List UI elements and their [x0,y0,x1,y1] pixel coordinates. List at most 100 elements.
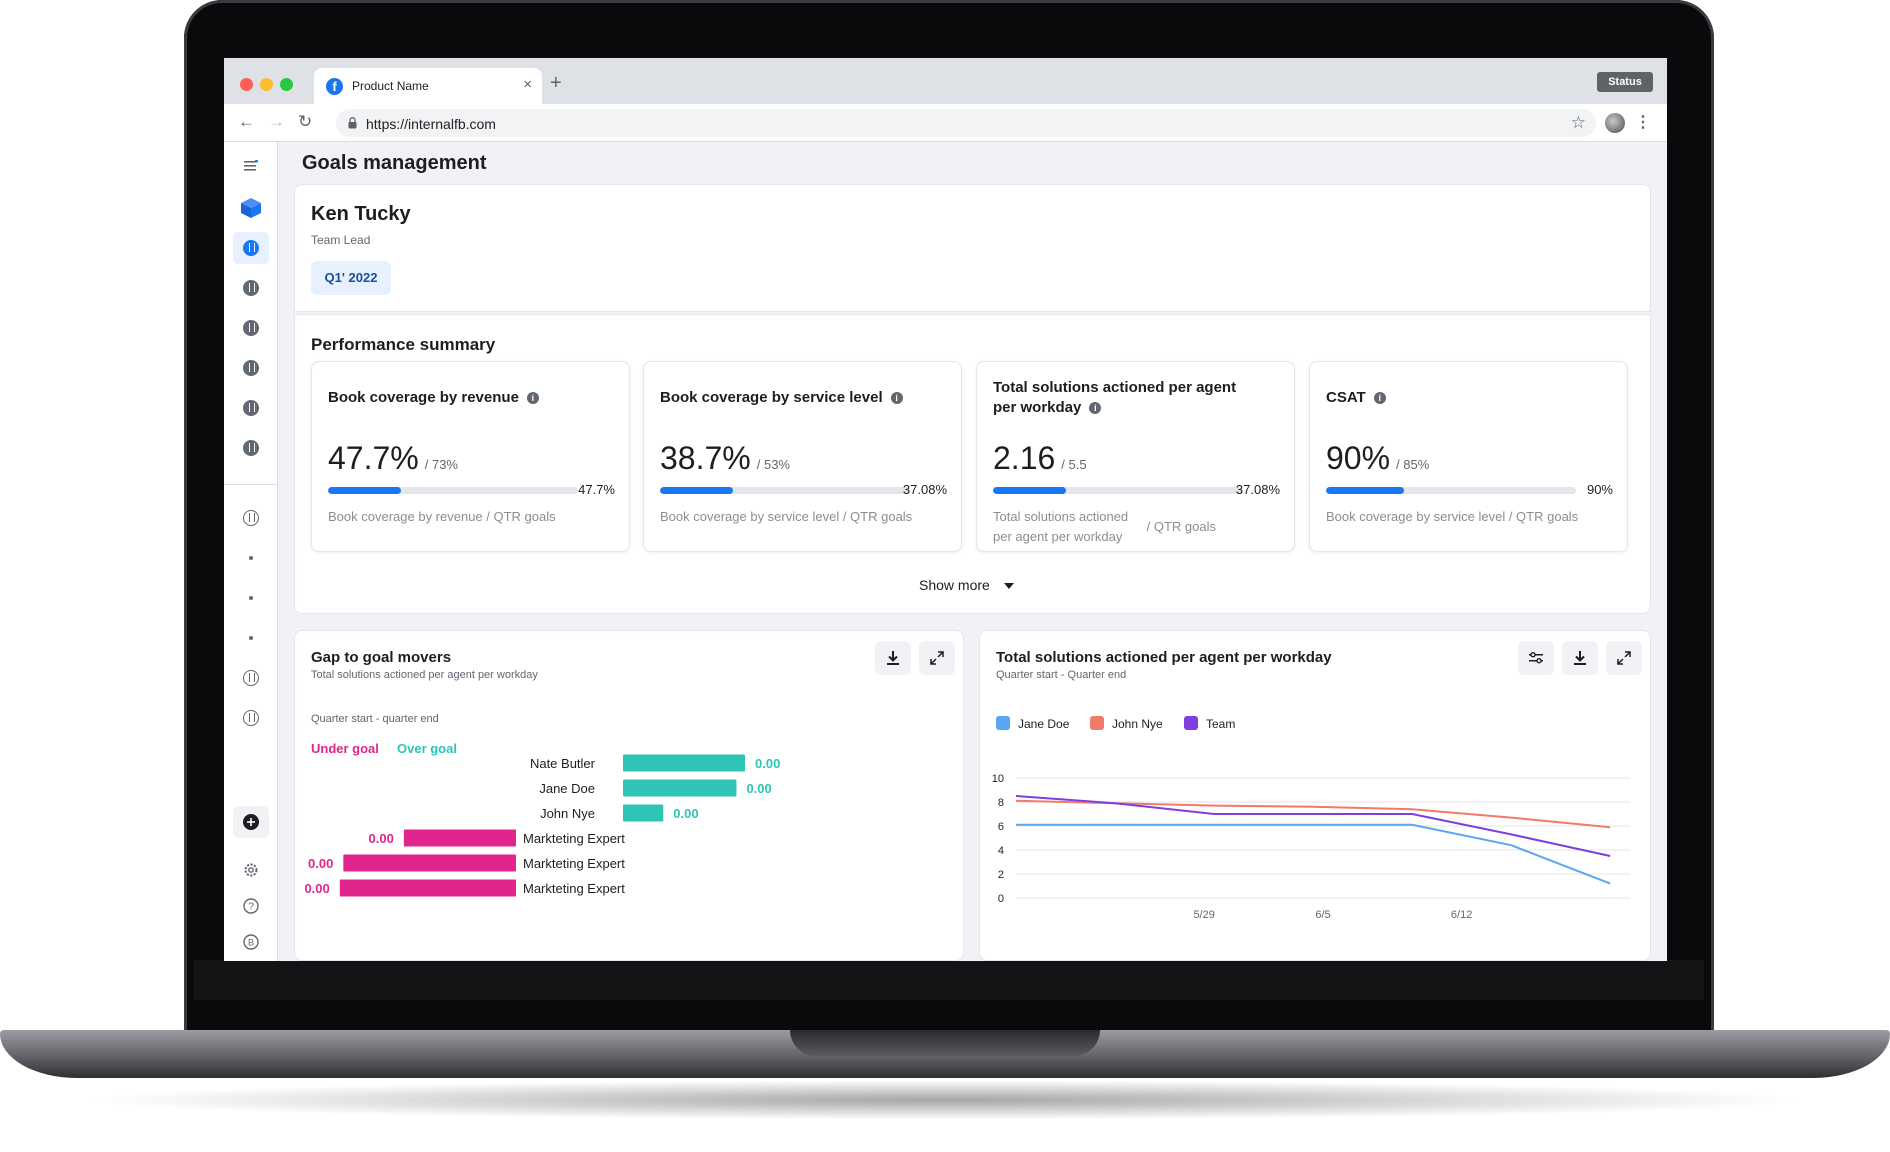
quarter-chip[interactable]: Q1' 2022 [311,261,391,295]
info-icon[interactable]: i [1089,402,1102,415]
filter-button[interactable] [1518,641,1554,675]
minimize-window-button[interactable] [260,78,273,91]
new-tab-button[interactable]: + [550,72,562,94]
under-goal-bar [403,829,516,847]
settings-button[interactable] [233,854,269,886]
expand-icon [1617,651,1631,665]
bar-label: Markteting Expert [523,856,625,871]
accessibility-outline-icon [243,510,259,526]
back-arrow-icon[interactable]: ← [238,112,255,131]
screen: f Product Name × + Status ← → ↻ https://… [224,58,1667,961]
add-button[interactable] [233,806,269,838]
metric-goal: / 53% [756,457,790,472]
rail-item-accessibility-outline-2[interactable] [233,662,269,694]
rail-item-dot-1[interactable] [233,542,269,574]
metric-progress-fill [328,487,401,494]
download-button[interactable] [1562,641,1598,675]
metric-title: Book coverage by service level i [660,388,910,408]
metric-card[interactable]: CSAT i 90%/ 85% 90% Book coverage by serv… [1309,361,1628,552]
rail-item-dot-3[interactable] [233,622,269,654]
rail-item-accessibility-active[interactable] [233,232,269,264]
bar-value-label: 0.00 [304,881,329,896]
chart-range-label: Quarter start - quarter end [311,713,439,725]
info-icon[interactable]: i [526,392,539,405]
close-icon[interactable]: × [523,76,532,93]
legend-swatch [1090,716,1104,730]
status-button[interactable]: Status [1597,72,1653,92]
bitcoin-button[interactable]: B [233,926,269,958]
reload-icon[interactable]: ↻ [298,112,313,131]
metric-progress-fill [993,487,1066,494]
metric-progress-track [993,487,1243,494]
x-tick-label: 6/12 [1451,909,1472,921]
product-cube-icon[interactable] [233,192,269,224]
kebab-menu-icon[interactable]: ⋮ [1635,114,1651,131]
metric-card[interactable]: Book coverage by revenue i 47.7%/ 73% 47.… [311,361,630,552]
y-tick-label: 8 [998,797,1004,809]
dot-icon [249,636,253,640]
metric-value: 47.7%/ 73% [328,440,458,476]
accessibility-outline-icon [243,710,259,726]
metric-card[interactable]: Total solutions actioned per agent per w… [976,361,1295,552]
profile-avatar[interactable] [1605,113,1625,133]
accessibility-icon [243,440,259,456]
plus-circle-icon [243,814,259,830]
metric-card[interactable]: Book coverage by service level i 38.7%/ 5… [643,361,962,552]
y-tick-label: 4 [998,845,1004,857]
rail-item-accessibility-outline-3[interactable] [233,702,269,734]
bar-label: Markteting Expert [523,831,625,846]
y-tick-label: 0 [998,893,1004,905]
rail-item-accessibility-4[interactable] [233,352,269,384]
info-icon[interactable]: i [890,392,903,405]
bar-value-label: 0.00 [369,831,394,846]
gap-to-goal-card: Gap to goal movers Total solutions actio… [294,630,964,961]
metric-progress-track [660,487,910,494]
over-goal-bar [623,804,664,822]
bar-label: John Nye [540,806,595,821]
x-tick-label: 5/29 [1193,909,1214,921]
show-more-button[interactable]: Show more [919,577,1014,593]
maximize-window-button[interactable] [280,78,293,91]
rail-item-accessibility-2[interactable] [233,272,269,304]
svg-text:B: B [248,938,254,948]
expand-button[interactable] [919,641,955,675]
rail-item-accessibility-6[interactable] [233,432,269,464]
rail-item-accessibility-outline-1[interactable] [233,502,269,534]
hamburger-menu-icon[interactable] [233,150,269,182]
bookmark-star-icon[interactable]: ☆ [1570,113,1586,132]
y-tick-label: 10 [992,773,1004,785]
rail-item-dot-2[interactable] [233,582,269,614]
info-icon[interactable]: i [1373,392,1386,405]
metric-title: CSAT i [1326,388,1576,408]
question-icon: ? [243,898,259,914]
expand-button[interactable] [1606,641,1642,675]
chart-title: Gap to goal movers [311,649,452,666]
forward-arrow-icon[interactable]: → [268,112,285,131]
address-bar[interactable]: https://internalfb.com ☆ [336,109,1596,137]
metric-progress-fill [1326,487,1404,494]
metric-progress-fill [660,487,733,494]
rail-item-accessibility-5[interactable] [233,392,269,424]
metric-progress-track [1326,487,1576,494]
download-button[interactable] [875,641,911,675]
series-line [1015,795,1611,857]
bar-label: Markteting Expert [523,881,625,896]
legend-label: John Nye [1112,717,1163,731]
lock-icon [348,117,357,129]
legend-label: Team [1206,717,1235,731]
legend-swatch [996,716,1010,730]
bar-label: Nate Butler [530,756,596,771]
dot-icon [249,596,253,600]
browser-tab[interactable]: f Product Name × [314,68,542,104]
download-icon [1574,651,1586,665]
caret-down-icon [1003,583,1014,590]
svg-text:?: ? [248,902,254,913]
metric-caption: Total solutions actioned per agent per w… [993,509,1216,544]
close-window-button[interactable] [240,78,253,91]
metric-value: 2.16/ 5.5 [993,440,1087,476]
help-button[interactable]: ? [233,890,269,922]
browser-toolbar: ← → ↻ https://internalfb.com ☆ ⋮ [224,104,1667,142]
rail-item-accessibility-3[interactable] [233,312,269,344]
chart-title: Total solutions actioned per agent per w… [996,649,1332,666]
metric-percent: 90% [1586,482,1613,497]
